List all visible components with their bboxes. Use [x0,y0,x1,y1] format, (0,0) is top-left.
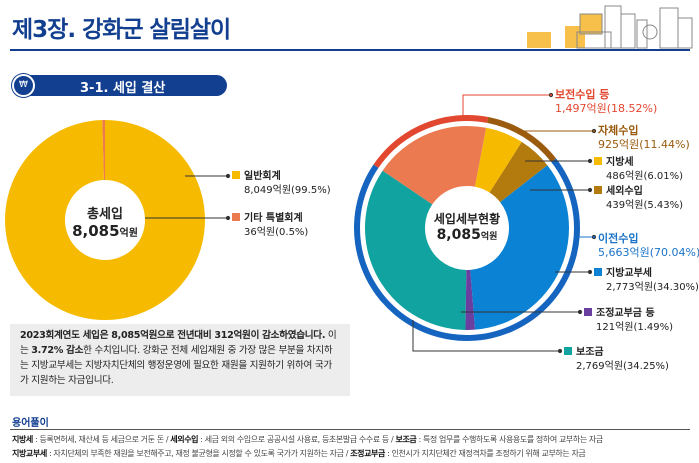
right-donut-title: 세입세부현황 [433,212,501,226]
legend-swatch [594,186,602,194]
left-donut-unit: 억원 [119,228,138,239]
title-divider [10,49,690,51]
legend-general: 일반회계 8,049억원(99.5%) [232,170,331,198]
group-label-own: 자체수입 925억원(11.44%) [598,124,690,152]
legend-value: 5,663억원(70.04%) [598,246,699,259]
legend-swatch [594,157,602,165]
legend-label: 이전수입 [598,232,639,245]
donut-slice [465,269,476,330]
note-text: 이는 [20,330,337,356]
definition: : 특정 업무를 수행하도록 사용용도를 정하여 교부하는 자금 [416,435,604,444]
legend-swatch [232,171,240,179]
donut-slice [102,120,105,181]
legend-label: 자체수입 [598,124,639,137]
note-text: 한 수치입니다. 강화군 전체 세입재원 중 가장 많은 부분을 차지하는 지방… [20,345,333,386]
term: 보조금 [395,435,417,444]
leader-dot [587,269,593,275]
legend-swatch [564,347,572,355]
page-title: 제3장. 강화군 살림살이 [12,17,231,43]
glossary-row: 지방세 : 등록면허세, 재산세 등 세금으로 거둔 돈 / 세외수입 : 세금… [12,434,603,445]
city-illustration [527,5,693,49]
leader-line [412,320,560,352]
legend-swatch [584,308,592,316]
donut-slice [5,119,206,320]
term: 지방세 [12,435,33,444]
definition: : 자치단체의 부족한 재원을 보전해주고, 재정 불균형을 시정할 수 있도록… [46,449,351,458]
donut-slice [489,141,548,203]
donut-slice [365,170,467,330]
donut-slice [470,165,569,330]
section-header [12,75,227,96]
leader-dot [225,173,231,179]
legend-subsidy: 보조금 2,769억원(34.25%) [564,346,669,374]
group-label-transfer: 이전수입 5,663억원(70.04%) [598,232,699,260]
legend-swatch [232,213,240,221]
legend-label: 보전수입 등 [555,88,610,101]
term: 조정교부금 [350,449,385,458]
summary-note: 2023회계연도 세입은 8,085억원으로 전년대비 312억원이 감소하였습… [10,324,350,396]
left-donut-center: 총세입 8,085억원 [60,203,150,240]
legend-label: 일반회계 [244,171,281,182]
right-donut-center: 세입세부현황 8,085억원 [417,210,517,243]
leader-line [515,129,594,132]
leader-dot [591,234,597,240]
leader-dot [577,309,583,315]
legend-nontax: 세외수입 439억원(5.43%) [594,185,683,213]
note-bold: 2023회계연도 세입은 8,085억원으로 전년대비 312억원이 감소하였습… [20,330,326,341]
legend-shared-tax: 지방교부세 2,773억원(34.30%) [594,267,699,295]
glossary-divider [10,429,690,430]
note-bold: 3.72% 감소 [31,345,84,356]
legend-value: 925억원(11.44%) [598,138,690,151]
legend-value: 486억원(6.01%) [606,171,684,182]
legend-value: 439억원(5.43%) [606,200,684,211]
definition: : 등록면허세, 재산세 등 세금으로 거둔 돈 / [32,435,171,444]
donut-slice [474,127,522,193]
leader-dot [557,348,563,354]
left-donut-title: 총세입 [87,207,123,222]
definition: : 세금 외의 수입으로 공공시설 사용료, 등초본발급 수수료 등 / [198,435,396,444]
legend-value: 36억원(0.5%) [244,227,309,238]
legend-label: 보조금 [576,347,604,358]
leader-dot [225,215,231,221]
home-won-icon: ₩ [12,74,35,97]
leader-dot [587,187,593,193]
group-label-reserve: 보전수입 등 1,497억원(18.52%) [555,88,657,116]
left-donut-total: 8,085 [72,222,120,240]
group-ring-arc [487,117,557,163]
legend-value: 8,049억원(99.5%) [244,185,331,196]
legend-value: 121억원(1.49%) [596,322,674,333]
group-ring-arc [373,115,489,168]
term: 세외수입 [170,435,199,444]
leader-dot [587,158,593,164]
legend-value: 1,497억원(18.52%) [555,102,658,115]
legend-label: 기타 특별회계 [244,213,303,224]
legend-value: 2,769억원(34.25%) [576,361,669,372]
glossary-row: 지방교부세 : 자치단체의 부족한 재원을 보전해주고, 재정 불균형을 시정할… [12,448,586,459]
legend-label: 조정교부금 등 [596,308,655,319]
donut-slice [382,126,487,205]
term: 지방교부세 [12,449,47,458]
legend-local-tax: 지방세 486억원(6.01%) [594,156,683,184]
legend-value: 2,773억원(34.30%) [606,282,699,293]
leader-dot [591,128,597,134]
legend-special: 기타 특별회계 36억원(0.5%) [232,212,308,240]
right-donut-total: 8,085 [436,227,481,243]
section-title: 3-1. 세입 결산 [80,81,166,96]
legend-label: 세외수입 [606,186,643,197]
definition: : 인천시가 지치단체간 재정격차를 조정하기 위해 교부하는 자금 [384,449,586,458]
legend-label: 지방교부세 [606,268,652,279]
legend-adjustment: 조정교부금 등 121억원(1.49%) [584,307,673,335]
right-donut-unit: 억원 [480,232,498,242]
leader-dot [548,92,554,98]
legend-swatch [594,268,602,276]
legend-label: 지방세 [606,157,634,168]
glossary-title: 용어풀이 [12,418,49,429]
leader-line [462,94,551,121]
